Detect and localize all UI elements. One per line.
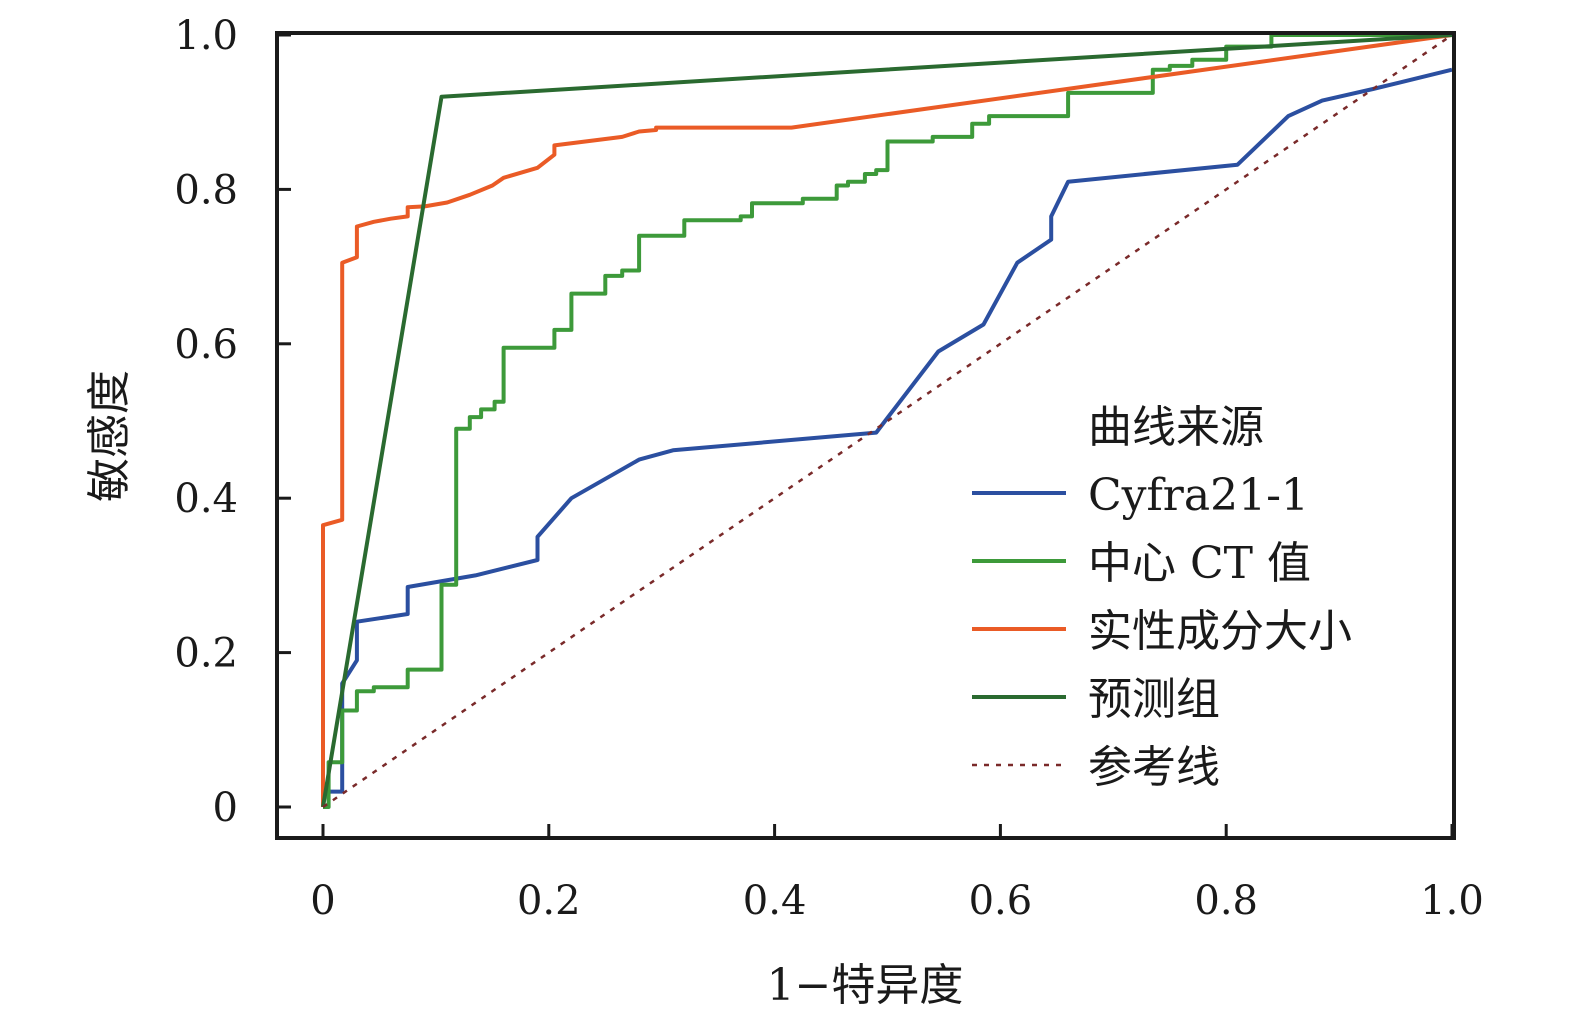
plot-frame [275,31,1456,840]
x-tick-label: 0.2 [517,878,581,924]
series-line-4 [321,33,1453,808]
legend-label: 参考线 [1088,742,1220,793]
legend-label: 实性成分大小 [1088,606,1352,657]
y-tick-label: 1.0 [174,13,238,59]
legend-label: 预测组 [1088,674,1220,725]
y-tick-label: 0.8 [174,167,238,213]
series-line-1 [321,67,1453,807]
x-axis-title: 1−特异度 [767,960,964,1011]
x-tick-label: 1.0 [1420,878,1484,924]
y-tick-label: 0.6 [174,322,238,368]
x-tick-label: 0 [310,878,335,924]
plot-lines [321,33,1453,809]
x-tick-label: 0.6 [969,878,1033,924]
series-line-3 [321,33,1453,807]
y-tick-label: 0.4 [174,476,238,522]
y-tick-label: 0 [213,785,238,831]
legend-title: 曲线来源 [1088,402,1264,453]
y-tick-label: 0.2 [174,631,238,677]
axis-ticks: 0 0.2 0.4 0.6 0.8 1.0 0 0.2 0.4 0.6 0.8 1.0 [174,13,1483,924]
x-tick-label: 0.4 [743,878,807,924]
x-tick-label: 0.8 [1194,878,1258,924]
y-axis-title: 敏感度 [84,370,135,502]
series-line-2 [323,33,1452,809]
legend-label: 中心 CT 值 [1088,538,1311,589]
legend-label: Cyfra21-1 [1088,470,1309,521]
